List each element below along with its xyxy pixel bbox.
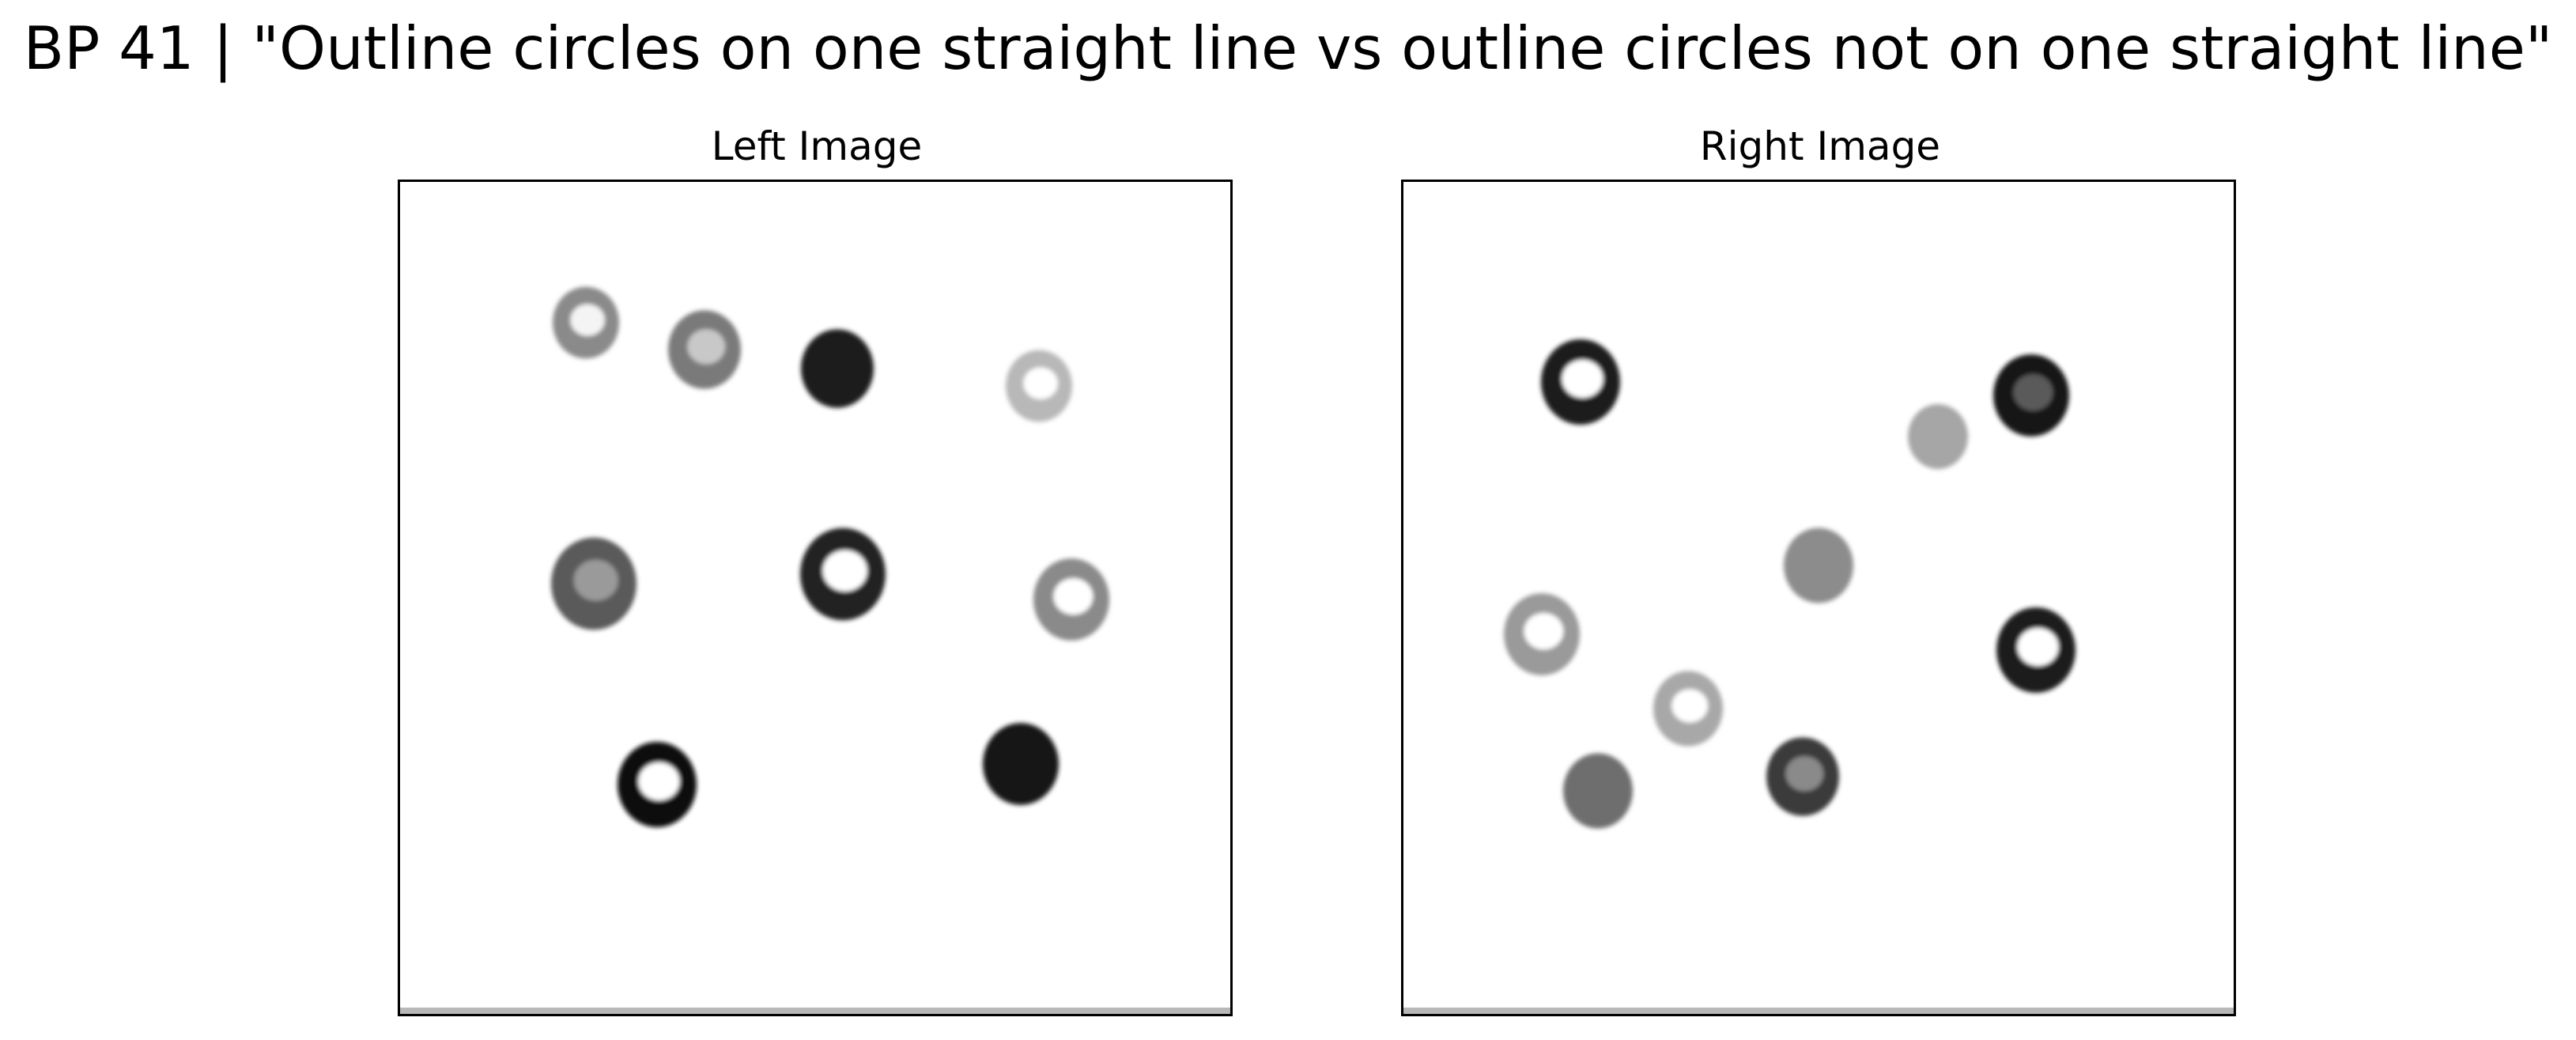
- right-circle-9: [1766, 737, 1839, 816]
- left-image-bottom-edge: [400, 1008, 1230, 1014]
- right-circle-5: [1504, 593, 1580, 675]
- left-circle-8: [618, 742, 697, 827]
- left-circle-2: [668, 310, 741, 389]
- right-circle-2: [1908, 403, 1968, 470]
- left-image-panel: [398, 180, 1233, 1016]
- right-circle-6: [1996, 607, 2076, 693]
- right-circle-7: [1653, 671, 1723, 747]
- left-image-canvas: [551, 286, 1109, 827]
- left-circle-6: [800, 528, 886, 621]
- right-circle-1: [1541, 339, 1620, 425]
- right-circle-8: [1563, 753, 1633, 829]
- right-image-bottom-edge: [1403, 1008, 2234, 1014]
- left-circle-5: [551, 537, 636, 630]
- left-circle-9: [983, 723, 1059, 805]
- left-circle-4: [1006, 350, 1072, 422]
- left-circle-7: [1033, 558, 1109, 641]
- left-image-label: Left Image: [711, 123, 923, 169]
- left-circle-1: [553, 286, 619, 359]
- right-image-panel: [1401, 180, 2236, 1016]
- right-image-canvas: [1504, 339, 2076, 829]
- figure-title: BP 41 | "Outline circles on one straight…: [23, 13, 2553, 83]
- right-circle-3: [1993, 354, 2069, 437]
- right-image-label: Right Image: [1699, 123, 1941, 169]
- left-circle-3: [801, 329, 874, 408]
- right-circle-4: [1784, 528, 1853, 603]
